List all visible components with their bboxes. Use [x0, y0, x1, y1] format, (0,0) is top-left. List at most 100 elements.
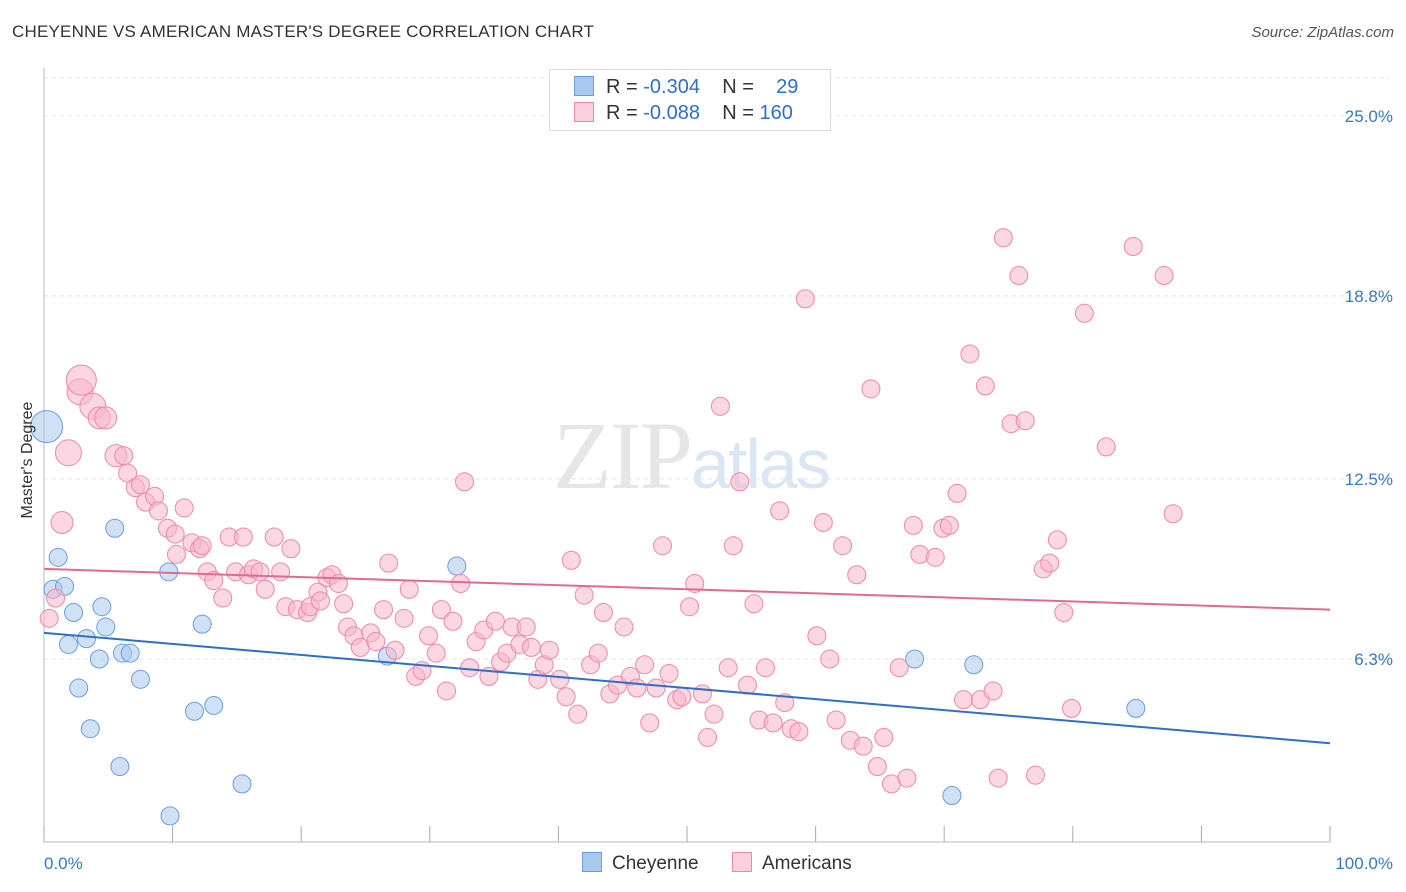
- point-cheyenne: [80, 719, 100, 739]
- trendline-cheyenne: [43, 631, 1331, 745]
- point-americans: [867, 756, 887, 776]
- series-swatch-americans: [732, 852, 752, 872]
- point-americans: [795, 289, 815, 309]
- point-americans: [271, 562, 291, 582]
- point-americans: [1123, 236, 1143, 256]
- point-americans: [889, 658, 909, 678]
- point-americans: [1062, 698, 1082, 718]
- point-americans: [1015, 411, 1035, 431]
- legend-row-cheyenne: R = -0.304 N = 29: [574, 76, 798, 102]
- point-americans: [419, 626, 439, 646]
- point-americans: [550, 669, 570, 689]
- legend-n-value: 29: [776, 76, 799, 98]
- point-cheyenne: [184, 701, 204, 721]
- point-americans: [925, 547, 945, 567]
- point-americans: [763, 713, 783, 733]
- point-americans: [65, 364, 97, 396]
- point-americans: [1163, 504, 1183, 524]
- point-americans: [1026, 765, 1046, 785]
- point-americans: [874, 727, 894, 747]
- point-americans: [1040, 553, 1060, 573]
- watermark-main: ZIP: [553, 402, 693, 509]
- point-americans: [50, 510, 74, 534]
- point-americans: [698, 727, 718, 747]
- point-americans: [588, 643, 608, 663]
- point-americans: [255, 579, 275, 599]
- point-cheyenne: [160, 806, 180, 826]
- point-cheyenne: [130, 669, 150, 689]
- point-americans: [853, 736, 873, 756]
- point-americans: [947, 483, 967, 503]
- point-americans: [213, 588, 233, 608]
- point-americans: [730, 472, 750, 492]
- series-legend: Cheyenne Americans: [0, 852, 1406, 878]
- point-americans: [988, 768, 1008, 788]
- point-americans: [646, 678, 666, 698]
- point-cheyenne: [942, 786, 962, 806]
- point-americans: [431, 600, 451, 620]
- point-americans: [723, 536, 743, 556]
- point-americans: [1054, 603, 1074, 623]
- y-tick-label: 12.5%: [1345, 470, 1393, 489]
- y-tick-label: 6.3%: [1354, 650, 1393, 669]
- point-americans: [813, 512, 833, 532]
- watermark-sub: atlas: [691, 425, 831, 503]
- y-tick-label: 18.8%: [1345, 287, 1393, 306]
- point-americans: [516, 617, 536, 637]
- point-americans: [692, 684, 712, 704]
- point-americans: [451, 573, 471, 593]
- series-legend-americans: Americans: [732, 852, 852, 875]
- y-tick-label: 25.0%: [1345, 107, 1393, 126]
- point-americans: [1009, 266, 1029, 286]
- point-cheyenne: [76, 629, 96, 649]
- point-americans: [521, 637, 541, 657]
- point-cheyenne: [48, 547, 68, 567]
- point-americans: [826, 710, 846, 730]
- point-americans: [399, 579, 419, 599]
- legend-n-label: N =: [722, 76, 754, 98]
- series-label-americans: Americans: [762, 853, 852, 874]
- point-americans: [975, 376, 995, 396]
- point-americans: [1047, 530, 1067, 550]
- point-americans: [174, 498, 194, 518]
- point-cheyenne: [96, 617, 116, 637]
- point-americans: [807, 626, 827, 646]
- trendline-americans: [43, 567, 1331, 611]
- point-americans: [54, 439, 82, 467]
- chart-title: CHEYENNE VS AMERICAN MASTER'S DEGREE COR…: [12, 22, 595, 41]
- legend-swatch-cheyenne: [574, 76, 594, 96]
- point-americans: [561, 550, 581, 570]
- point-americans: [379, 553, 399, 573]
- point-americans: [455, 472, 475, 492]
- point-americans: [710, 396, 730, 416]
- legend-r-value: -0.088: [643, 102, 700, 124]
- point-cheyenne: [204, 695, 224, 715]
- point-americans: [627, 678, 647, 698]
- point-cheyenne: [447, 556, 467, 576]
- point-cheyenne: [1126, 698, 1146, 718]
- point-americans: [704, 704, 724, 724]
- point-americans: [485, 611, 505, 631]
- point-americans: [460, 658, 480, 678]
- legend: R = -0.304 N = 29 R = -0.088 N = 160: [549, 69, 831, 131]
- point-americans: [94, 406, 118, 430]
- point-americans: [114, 446, 134, 466]
- point-cheyenne: [30, 410, 64, 444]
- point-americans: [685, 573, 705, 593]
- point-americans: [789, 722, 809, 742]
- point-americans: [1154, 266, 1174, 286]
- x-tick-label: 0.0%: [44, 854, 83, 873]
- point-americans: [1096, 437, 1116, 457]
- point-americans: [204, 571, 224, 591]
- point-americans: [166, 544, 186, 564]
- series-swatch-cheyenne: [582, 852, 602, 872]
- point-americans: [897, 768, 917, 788]
- legend-swatch-americans: [574, 102, 594, 122]
- point-americans: [281, 539, 301, 559]
- point-americans: [366, 632, 386, 652]
- point-americans: [770, 501, 790, 521]
- point-americans: [593, 603, 613, 623]
- point-americans: [192, 536, 212, 556]
- point-americans: [910, 544, 930, 564]
- point-americans: [680, 597, 700, 617]
